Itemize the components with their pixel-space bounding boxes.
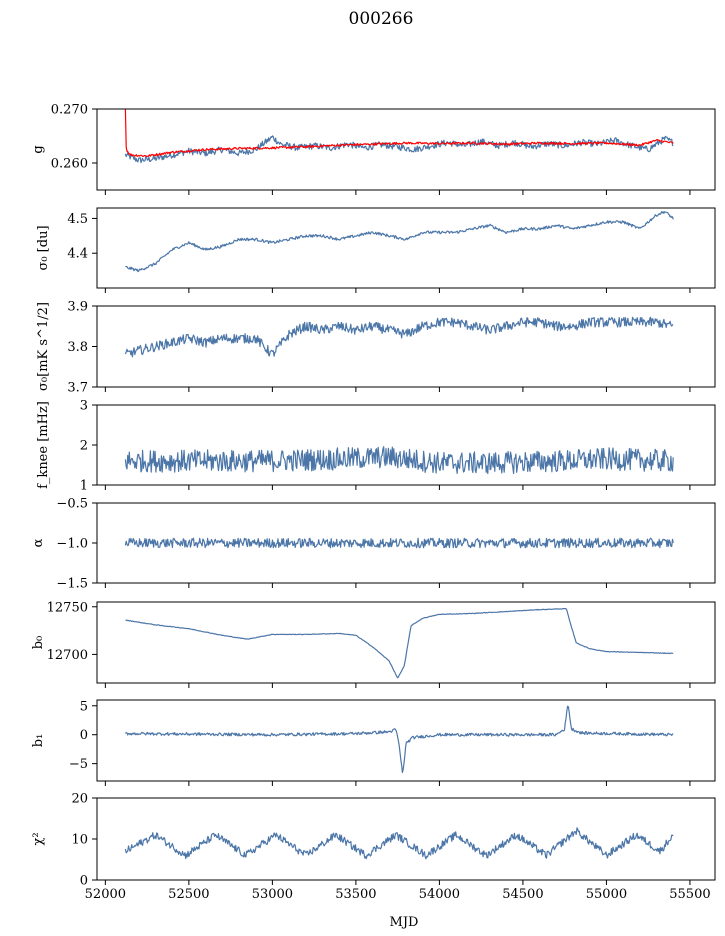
panel-5: 12700 12750 b₀ (31, 600, 716, 688)
series-line-6-0 (124, 705, 674, 774)
y-tick-label-3-2: 3 (80, 399, 88, 414)
plot-frame-2 (96, 305, 716, 388)
panel-0: 0.260 0.270 g (31, 103, 716, 195)
y-axis-label-2: σ₀[mK s^1/2] (36, 302, 51, 391)
panel-2: 3.7 3.8 3.9 σ₀[mK s^1/2] (36, 300, 716, 396)
panel-1: 4.4 4.5 σ₀ [du] (36, 207, 716, 293)
y-axis-label-7: χ² (31, 832, 46, 845)
x-tick-label-3: 53500 (335, 887, 376, 902)
y-tick-label-1-1: 4.5 (67, 212, 88, 227)
y-axis-label-6: b₁ (31, 734, 46, 748)
y-tick-label-4-2: −0.5 (56, 497, 88, 512)
panel-6: −5 0 5 b₁ (31, 699, 716, 786)
series-line-3-0 (124, 446, 674, 475)
series-line-4-0 (124, 537, 674, 549)
plot-frame-6 (96, 699, 716, 782)
y-tick-label-0-0: 0.260 (51, 157, 88, 172)
x-tick-label-5: 54500 (502, 887, 543, 902)
figure-title: 000266 (349, 9, 414, 29)
x-axis-label: MJD (390, 915, 419, 930)
y-tick-label-7-1: 10 (71, 833, 88, 848)
plot-frame-5 (96, 601, 716, 684)
panel-7: 0 10 20 52000 52500 53000 53500 54000 54500 55000… (31, 792, 716, 902)
panels: 0.260 0.270 g 4.4 4.5 σ₀ [du] 3.7 3.8 3.9 σ₀[mK s… (31, 103, 716, 902)
y-tick-label-6-0: −5 (69, 757, 88, 772)
panel-3: 1 2 3 f_knee [mHz] (36, 399, 716, 494)
plot-frame-0 (96, 108, 716, 191)
series-line-0-1 (124, 109, 674, 157)
x-tick-label-1: 52500 (168, 887, 209, 902)
plot-frame-3 (96, 404, 716, 486)
y-tick-label-3-1: 2 (80, 439, 88, 454)
x-tick-label-7: 55500 (669, 887, 710, 902)
y-tick-label-0-1: 0.270 (51, 103, 88, 118)
series-line-5-0 (125, 607, 674, 679)
y-axis-label-1: σ₀ [du] (36, 225, 51, 270)
x-tick-label-2: 53000 (252, 887, 293, 902)
panel-4: −1.5 −1.0 −0.5 α (31, 497, 716, 592)
x-tick-label-0: 52000 (85, 887, 126, 902)
y-axis-label-5: b₀ (31, 636, 46, 650)
y-tick-label-4-1: −1.0 (56, 537, 88, 552)
y-tick-label-2-2: 3.9 (67, 300, 88, 315)
y-tick-label-6-1: 0 (80, 728, 88, 743)
series-line-1-0 (125, 211, 674, 273)
y-tick-label-4-0: −1.5 (56, 577, 88, 592)
y-tick-label-3-0: 1 (80, 479, 88, 494)
y-tick-label-2-1: 3.8 (67, 340, 88, 355)
series-line-7-0 (124, 827, 674, 860)
y-tick-label-2-0: 3.7 (67, 381, 88, 396)
y-tick-label-1-0: 4.4 (67, 247, 88, 262)
series-line-2-0 (124, 316, 674, 358)
x-tick-label-4: 54000 (419, 887, 460, 902)
y-axis-label-0: g (31, 145, 46, 153)
y-tick-label-5-1: 12750 (47, 600, 88, 615)
y-tick-label-7-2: 20 (71, 792, 88, 807)
y-axis-label-3: f_knee [mHz] (36, 401, 51, 489)
plot-frame-1 (96, 207, 716, 289)
y-tick-label-5-0: 12700 (47, 648, 88, 663)
y-tick-label-7-0: 0 (80, 874, 88, 889)
y-axis-label-4: α (31, 538, 46, 547)
x-tick-label-6: 55000 (586, 887, 627, 902)
y-tick-label-6-2: 5 (80, 699, 88, 714)
